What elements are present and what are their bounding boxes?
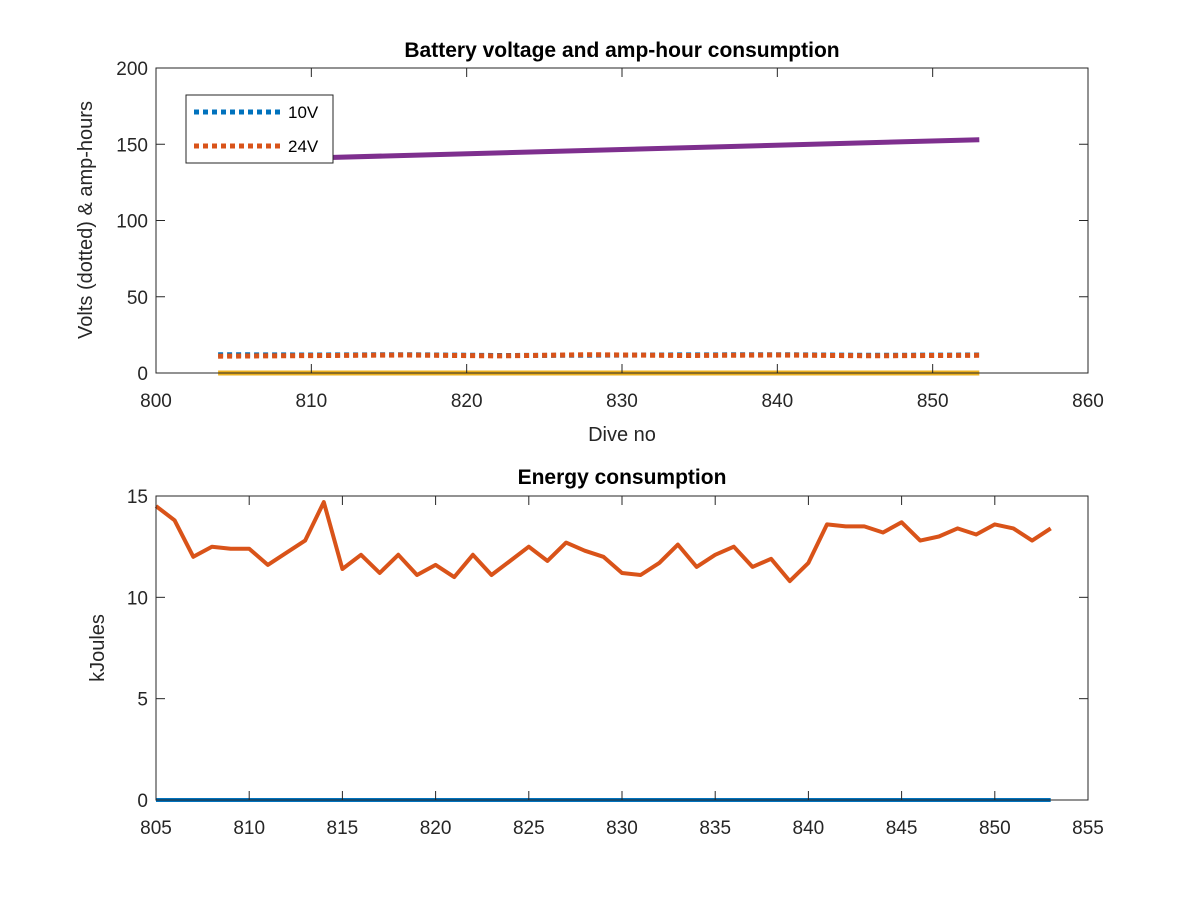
voltage-plot-xtick-label-810: 810 — [295, 391, 327, 412]
voltage-plot-xtick-label-840: 840 — [761, 391, 793, 412]
voltage-plot-xtick-label-830: 830 — [606, 391, 638, 412]
voltage-plot-ytick-label-150: 150 — [116, 135, 148, 156]
voltage-plot-ytick-label-50: 50 — [127, 288, 148, 309]
voltage-plot-ticks: 800 810 820 830 840 850 860 0 50 100 150 200 — [116, 59, 1104, 412]
energy-plot-xtick-label-825: 825 — [513, 818, 545, 839]
voltage-plot-line-series-4 — [311, 137, 980, 161]
energy-plot-ytick-label-0: 0 — [137, 791, 148, 812]
energy-plot-xtick-label-830: 830 — [606, 818, 638, 839]
voltage-plot-xtick-label-800: 800 — [140, 391, 172, 412]
energy-plot-ytick-label-10: 10 — [127, 588, 148, 609]
energy-plot-ytick-label-15: 15 — [127, 487, 148, 508]
voltage-plot-xtick-label-820: 820 — [451, 391, 483, 412]
energy-plot-xtick-label-855: 855 — [1072, 818, 1104, 839]
energy-plot-xtick-label-805: 805 — [140, 818, 172, 839]
legend: 10V 24V — [185, 94, 334, 164]
legend-label-24v: 24V — [288, 137, 319, 156]
energy-plot-ytick-label-5: 5 — [137, 690, 148, 711]
energy-plot-ylabel: kJoules — [87, 614, 109, 682]
voltage-plot-ylabel: Volts (dotted) & amp-hours — [75, 101, 97, 339]
energy-plot-xtick-label-845: 845 — [886, 818, 918, 839]
voltage-plot-ytick-label-100: 100 — [116, 212, 148, 233]
energy-plot-xtick-label-840: 840 — [793, 818, 825, 839]
energy-plot-title: Energy consumption — [518, 466, 727, 489]
voltage-plot-ytick-label-0: 0 — [137, 364, 148, 385]
voltage-plot-xtick-label-850: 850 — [917, 391, 949, 412]
energy-plot-area — [156, 496, 1088, 800]
legend-box — [185, 94, 334, 164]
energy-plot-xtick-label-820: 820 — [420, 818, 452, 839]
voltage-plot-line-24v — [218, 352, 980, 359]
energy-plot-ticks: 805 810 815 820 825 830 835 840 845 850 855 0 5 10 15 — [127, 487, 1104, 839]
energy-plot: 805 810 815 820 825 830 835 840 845 850 855051015 … — [87, 466, 1104, 839]
energy-plot-xtick-label-850: 850 — [979, 818, 1011, 839]
voltage-plot-xtick-label-860: 860 — [1072, 391, 1104, 412]
voltage-plot-title: Battery voltage and amp-hour consumption — [404, 39, 839, 62]
legend-label-10v: 10V — [288, 103, 319, 122]
voltage-amphour-plot: 800 810 820 830 840 850 860 0 50 100 150 200 Batter… — [75, 39, 1104, 446]
energy-plot-line-series-2 — [154, 500, 1052, 584]
energy-plot-xtick-label-815: 815 — [327, 818, 359, 839]
energy-plot-xtick-label-810: 810 — [233, 818, 265, 839]
voltage-plot-ytick-label-200: 200 — [116, 59, 148, 80]
voltage-plot-xlabel: Dive no — [588, 424, 656, 446]
energy-plot-xtick-label-835: 835 — [699, 818, 731, 839]
